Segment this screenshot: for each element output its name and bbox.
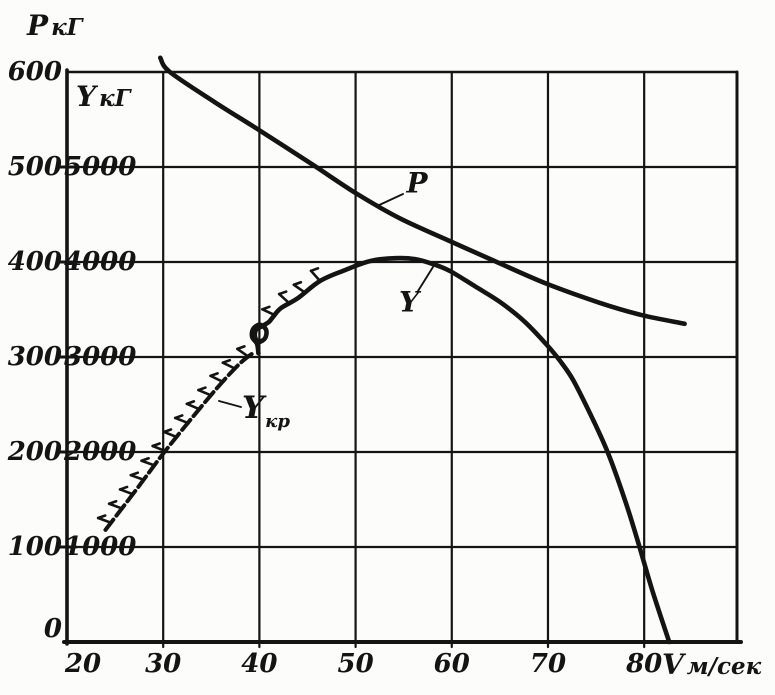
x-tick-label: 70 bbox=[529, 649, 567, 679]
hatch-tick-cap bbox=[277, 290, 288, 296]
hatch-tick-cap bbox=[162, 428, 173, 434]
hatch-tick-cap bbox=[197, 386, 207, 392]
hatch-tick bbox=[118, 488, 135, 496]
curve-Y bbox=[249, 255, 672, 645]
p-tick-label: 500 bbox=[7, 152, 62, 182]
y-curve-label: Y bbox=[399, 286, 419, 319]
x-tick-label: 60 bbox=[433, 649, 470, 679]
hatch-tick bbox=[292, 283, 307, 294]
x-tick-label: 20 bbox=[64, 649, 102, 679]
p-tick-label: 400 bbox=[7, 247, 62, 277]
hatch-tick bbox=[261, 308, 276, 317]
hatch-tick-cap bbox=[261, 305, 271, 311]
hatch-tick bbox=[309, 269, 322, 283]
p-tick-label: 200 bbox=[7, 437, 62, 467]
hatch-tick-cap bbox=[129, 471, 140, 477]
hatch-tick-cap bbox=[140, 456, 150, 463]
hatch-tick bbox=[209, 374, 225, 384]
hatch-tick-cap bbox=[107, 499, 118, 506]
hatch-tick-cap bbox=[96, 514, 107, 520]
hatch-tick bbox=[173, 416, 190, 425]
hatch-tick-cap bbox=[118, 485, 129, 491]
hatch-tick bbox=[162, 430, 178, 439]
x-axis-symbol: V bbox=[662, 648, 684, 681]
p-tick-label: 0 bbox=[43, 614, 62, 644]
y-tick-label: 3000 bbox=[64, 342, 137, 372]
curve-Yкр bbox=[103, 349, 258, 532]
hatch-tick bbox=[129, 473, 145, 482]
ykr-curve-label-text: Y bbox=[242, 390, 265, 426]
x-tick-label: 30 bbox=[145, 649, 182, 679]
hatch-tick-cap bbox=[185, 400, 196, 406]
hatch-tick bbox=[151, 444, 167, 453]
hatch-tick-cap bbox=[209, 372, 219, 378]
hatch-tick bbox=[96, 516, 113, 525]
ykr-curve-label-subscript: кр bbox=[265, 411, 290, 432]
x-tick-label: 40 bbox=[241, 649, 278, 679]
hatch-tick-cap bbox=[292, 280, 303, 287]
hatch-tick bbox=[107, 502, 124, 510]
p-axis-symbol: Р bbox=[27, 9, 49, 42]
hatch-tick bbox=[197, 388, 213, 397]
hatch-tick-cap bbox=[151, 442, 161, 448]
hatch-tick-cap bbox=[309, 267, 320, 273]
p-curve-label: P bbox=[406, 167, 427, 200]
y-tick-label: 4000 bbox=[64, 247, 137, 277]
curve-P bbox=[158, 55, 687, 327]
y-axis-symbol: Y bbox=[76, 80, 96, 113]
p-axis-unit: кГ bbox=[51, 14, 83, 41]
p-curve-label-leader bbox=[376, 193, 404, 207]
hatch-tick bbox=[140, 459, 156, 467]
p-tick-label: 100 bbox=[7, 532, 62, 562]
hatch-tick-cap bbox=[236, 345, 246, 351]
hatch-tick bbox=[221, 361, 237, 370]
y-tick-label: 1000 bbox=[64, 532, 137, 562]
x-axis-unit: м/сек bbox=[686, 653, 762, 680]
y-curve-label-leader bbox=[417, 266, 434, 292]
ykr-curve-label: Yкр bbox=[242, 390, 290, 432]
y-axis-unit: кГ bbox=[99, 85, 131, 112]
y-tick-label: 5000 bbox=[64, 152, 137, 182]
x-tick-label: 50 bbox=[337, 649, 374, 679]
y-tick-label: 2000 bbox=[64, 437, 137, 467]
x-tick-label: 80 bbox=[626, 649, 663, 679]
p-tick-label: 300 bbox=[7, 342, 62, 372]
p-tick-label: 600 bbox=[7, 57, 62, 87]
hatch-tick-cap bbox=[221, 358, 232, 364]
hatch-tick bbox=[236, 347, 250, 359]
p-curve-label-text: P bbox=[406, 166, 428, 200]
hatch-tick bbox=[185, 402, 201, 411]
ykr-curve-label-leader bbox=[218, 400, 242, 408]
hatch-tick bbox=[277, 292, 291, 305]
hatch-tick-cap bbox=[173, 414, 184, 420]
y-curve-label-text: Y bbox=[399, 285, 419, 319]
